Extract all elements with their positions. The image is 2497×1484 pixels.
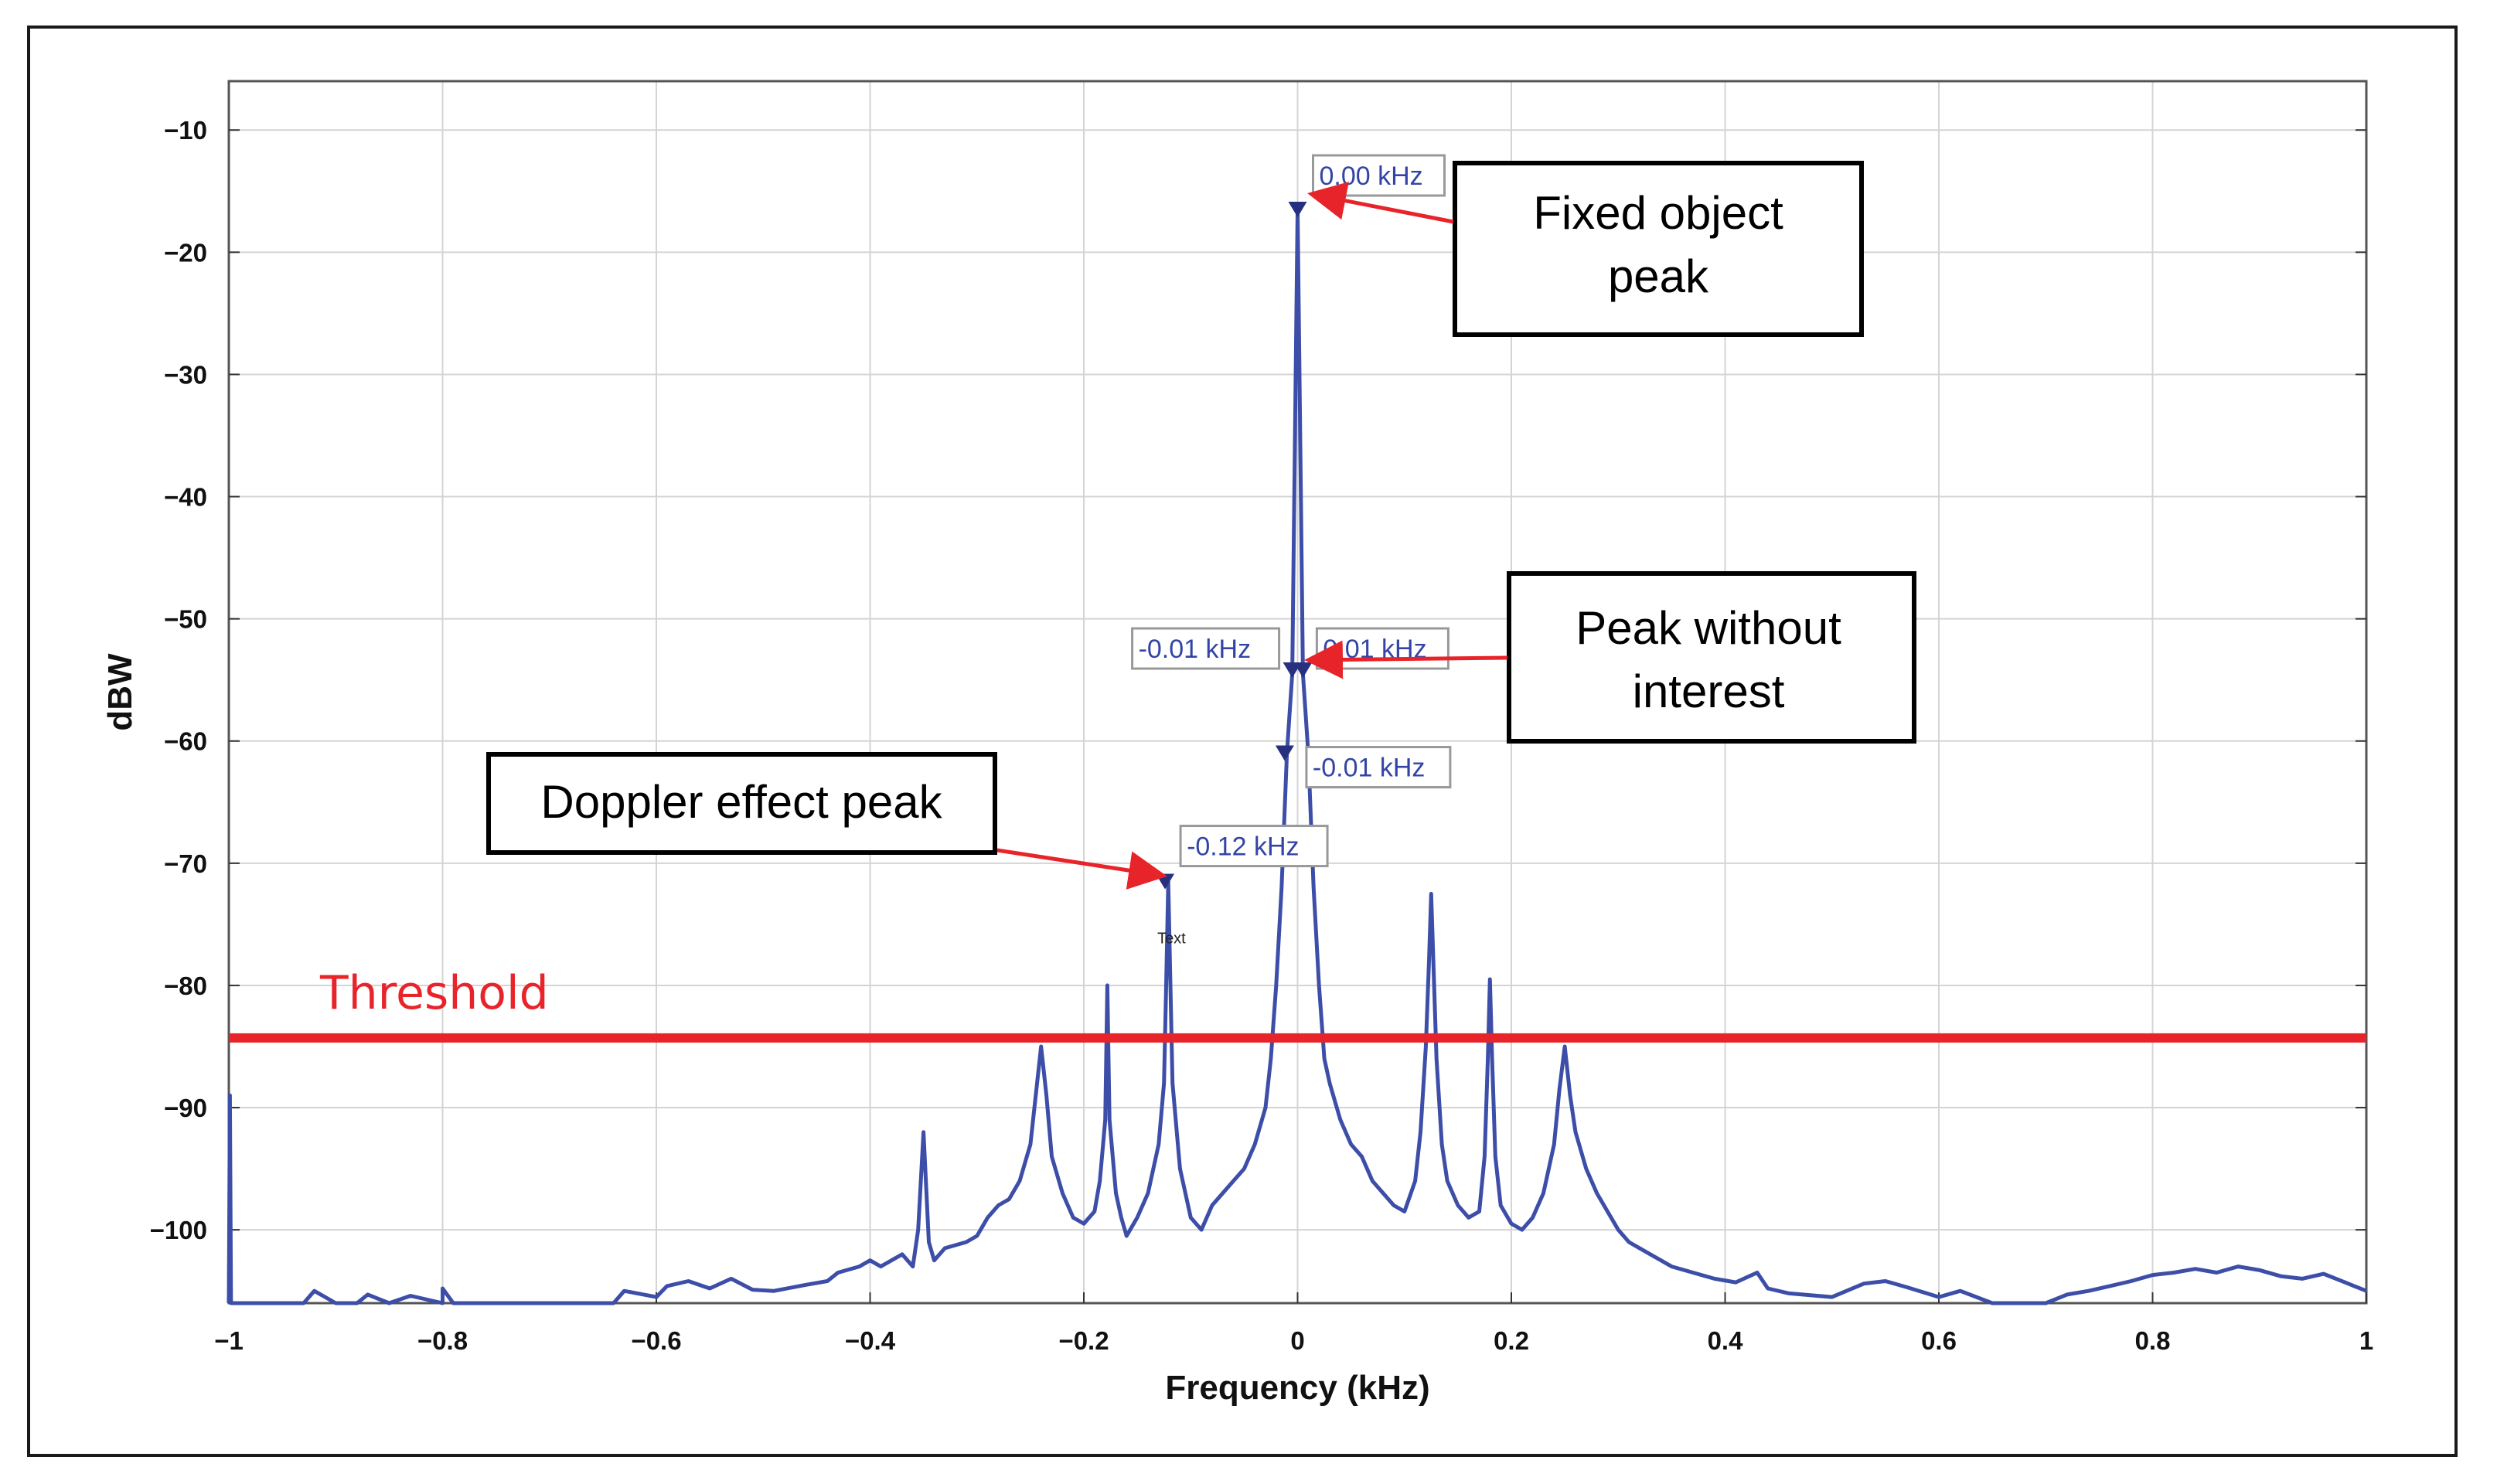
callout-doppler-effect-peak: Doppler effect peak (486, 752, 1167, 890)
callout-fixed-line-2: peak (1608, 250, 1709, 302)
arrow-nointerest (1304, 640, 1508, 679)
callout-doppler-line-1: Doppler effect peak (540, 776, 942, 828)
threshold: Threshold (229, 966, 2366, 1043)
peak-marker-label-box (1131, 627, 1281, 670)
y-tick-label: −10 (164, 116, 207, 145)
x-tick-label: −0.2 (1058, 1326, 1109, 1355)
x-tick-label: 0.8 (2135, 1326, 2171, 1355)
y-tick-label: −90 (164, 1094, 207, 1122)
arrow-doppler (996, 848, 1167, 890)
x-tick-label: 0.4 (1708, 1326, 1744, 1355)
x-tick-label: −1 (214, 1326, 244, 1355)
small-text-label: Text (1157, 931, 1186, 948)
x-tick-label: −0.4 (845, 1326, 896, 1355)
peak-marker-label: -0.01 kHz (1139, 635, 1252, 664)
callout-fixed-object-peak: Fixed object peak (1307, 161, 1864, 337)
x-tick-label: 1 (2359, 1326, 2373, 1355)
threshold-label: Threshold (319, 966, 549, 1020)
callout-fixed-line-1: Fixed object (1533, 187, 1783, 239)
x-tick-label: 0 (1290, 1326, 1304, 1355)
x-tick-label: 0.6 (1921, 1326, 1957, 1355)
arrow-fixed (1307, 182, 1454, 224)
callout-peak-without-interest: Peak without interest (1304, 571, 1916, 744)
x-tick-label: 0.2 (1494, 1326, 1529, 1355)
peak-marker-label: -0.01 kHz (1313, 754, 1426, 783)
y-tick-labels: −10 −20 −30 −40 −50 −60 −70 −80 −90 −100 (150, 116, 207, 1244)
peak-marker-label: 0.00 kHz (1320, 162, 1423, 191)
callout-nointerest-line-1: Peak without (1576, 602, 1841, 654)
y-axis-title: dBW (101, 653, 139, 731)
y-tick-label: −50 (164, 605, 207, 634)
peak-marker-label-box (1179, 825, 1329, 868)
peak-marker (1275, 745, 1294, 761)
x-axis-title: Frequency (kHz) (1165, 1369, 1429, 1407)
series-line-spectrum (227, 207, 2367, 1305)
y-tick-label: −60 (164, 727, 207, 756)
x-tick-label: −0.8 (417, 1326, 468, 1355)
y-tick-label: −100 (150, 1216, 207, 1244)
y-tick-label: −30 (164, 360, 207, 389)
peak-marker-label: -0.12 kHz (1187, 832, 1300, 862)
x-tick-label: −0.6 (631, 1326, 681, 1355)
peak-marker-label-box (1305, 746, 1452, 789)
callout-nointerest-line-2: interest (1633, 665, 1785, 717)
peak-marker (1288, 202, 1307, 218)
series (227, 207, 2367, 1305)
y-tick-label: −80 (164, 972, 207, 1000)
y-tick-label: −70 (164, 849, 207, 878)
peak-markers: 0.00 kHz-0.01 kHz 0.01 kHz-0.01 kHz-0.12 … (1131, 154, 1452, 890)
y-tick-label: −20 (164, 238, 207, 267)
y-tick-label: −40 (164, 483, 207, 512)
x-tick-labels: −1 −0.8 −0.6 −0.4 −0.2 0 0.2 0.4 0.6 0.8 1 (214, 1326, 2373, 1355)
figure-frame (27, 26, 2458, 1457)
